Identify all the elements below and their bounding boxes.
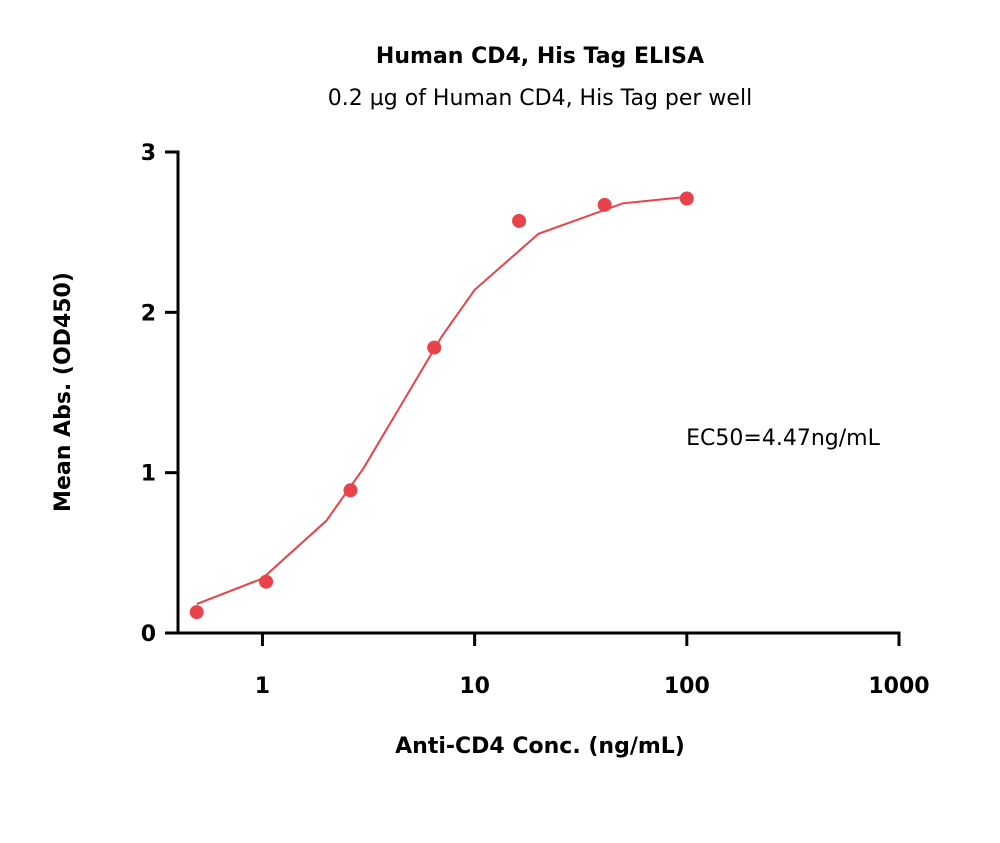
y-tick-label: 0: [141, 622, 156, 647]
annotation: EC50=4.47ng/mL: [686, 426, 880, 451]
y-tick-label: 2: [141, 301, 156, 326]
data-point: [679, 191, 694, 206]
x-tick-label: 100: [664, 674, 710, 699]
data-point: [189, 605, 204, 620]
data-point: [259, 574, 274, 589]
y-tick-label: 1: [141, 462, 156, 487]
data-point: [597, 197, 612, 212]
x-tick-label: 1000: [868, 674, 929, 699]
y-axis-label: Mean Abs. (OD450): [51, 272, 76, 512]
fit-curve: [196, 195, 687, 606]
data-point: [343, 483, 358, 498]
chart-subtitle: 0.2 µg of Human CD4, His Tag per well: [328, 86, 752, 111]
x-tick-label: 10: [459, 674, 490, 699]
x-tick-label: 1: [255, 674, 270, 699]
y-tick-label: 3: [141, 141, 156, 166]
x-axis-label: Anti-CD4 Conc. (ng/mL): [395, 734, 685, 759]
data-point: [512, 213, 527, 228]
chart-title: Human CD4, His Tag ELISA: [376, 44, 704, 69]
data-point: [427, 340, 442, 355]
